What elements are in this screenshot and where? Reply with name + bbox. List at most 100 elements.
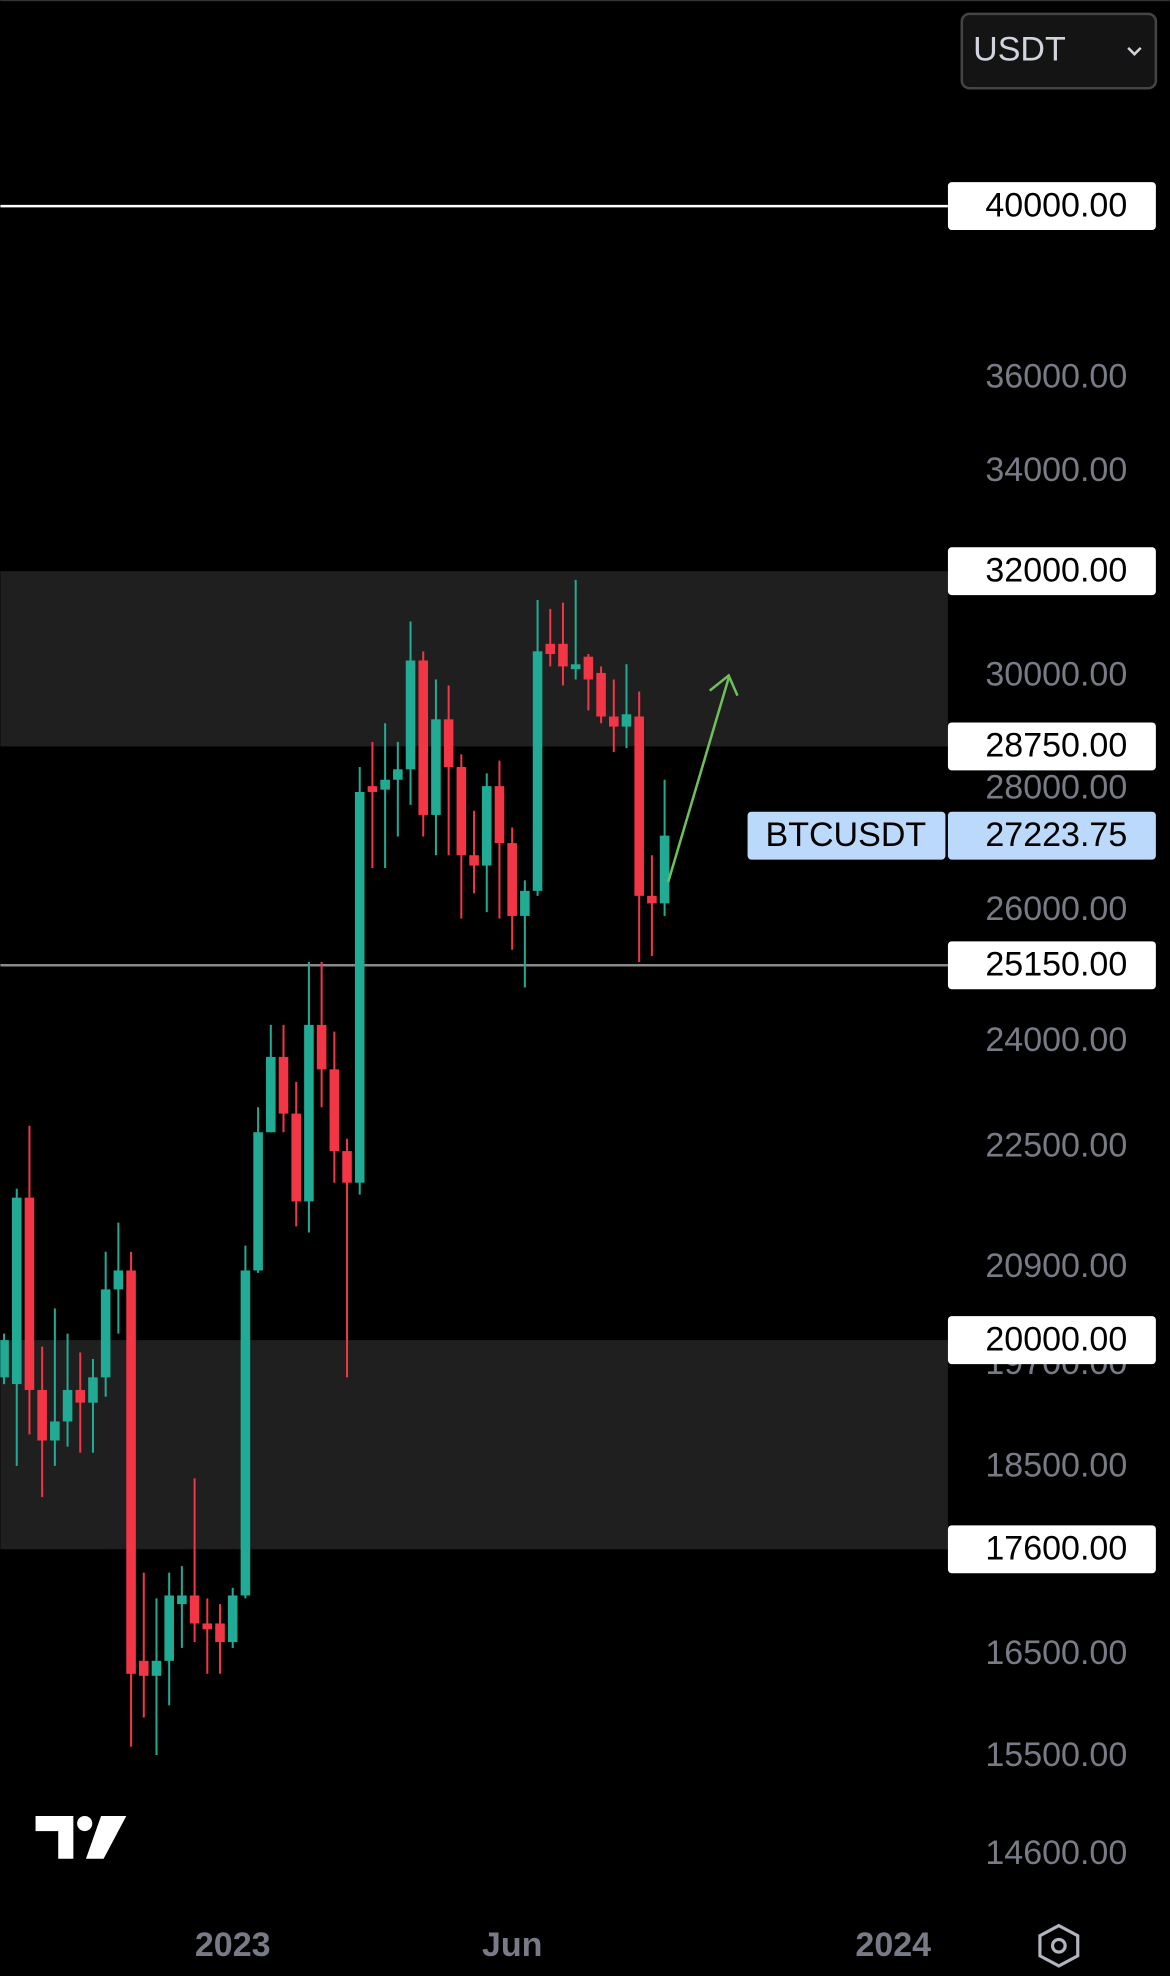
candle-body [100, 1289, 111, 1378]
candle-body [545, 643, 556, 655]
candle-body [520, 890, 530, 916]
candle-body [304, 1024, 314, 1202]
candle-body [443, 719, 454, 768]
candle-body [570, 664, 581, 670]
candle-body [431, 719, 441, 815]
candle-body [608, 716, 619, 727]
candle-body [126, 1270, 136, 1674]
candle-body [240, 1270, 251, 1596]
y-tick-label: 18500.00 [985, 1447, 1127, 1485]
candle-body [507, 843, 517, 916]
price-label: 27223.75 [985, 816, 1127, 854]
level-label-box [947, 722, 1156, 771]
candle-body [50, 1421, 60, 1441]
candle-body [37, 1389, 47, 1441]
candle-body [202, 1623, 213, 1630]
level-label: 17600.00 [985, 1530, 1127, 1568]
price-label-box [947, 811, 1156, 860]
level-labels: 32000.00 28750.00 20000.00 17600.00 40000.00… [747, 182, 1156, 1574]
candle-body [647, 895, 657, 904]
zone [0, 1340, 948, 1550]
candle-body [469, 855, 479, 866]
candle-body [62, 1389, 73, 1422]
candle-body [494, 786, 505, 844]
candle-body [367, 786, 378, 792]
candle-body [659, 835, 670, 904]
candle-body [634, 716, 644, 896]
y-tick-label: 36000.00 [985, 357, 1127, 395]
candle-body [151, 1660, 162, 1676]
level-label-box [947, 1316, 1156, 1365]
candle-body [583, 656, 594, 680]
symbol-label-box [747, 811, 946, 860]
trend-arrow [666, 673, 739, 883]
level-label-box [947, 182, 1156, 231]
candle-body [621, 714, 632, 727]
candle-body [164, 1595, 174, 1661]
candle-body [11, 1197, 22, 1385]
candle-body [253, 1132, 263, 1271]
candle-body [354, 791, 365, 1183]
y-tick-label: 24000.00 [985, 1021, 1127, 1059]
candle-body [266, 1056, 276, 1133]
candle-body [380, 779, 390, 790]
level-label: 28750.00 [985, 727, 1127, 765]
candle-body [177, 1595, 187, 1605]
zones [0, 571, 948, 1550]
level-label: 25150.00 [985, 946, 1127, 984]
candle-body [215, 1623, 225, 1643]
candle-body [558, 643, 568, 667]
candle-body [88, 1377, 98, 1403]
x-tick-label: 2024 [855, 1926, 931, 1964]
candle-body [405, 660, 416, 770]
candle-body [227, 1595, 238, 1643]
candle-body [0, 1340, 9, 1378]
y-tick-label: 20900.00 [985, 1247, 1127, 1285]
symbol-label: BTCUSDT [766, 816, 927, 854]
candle-body [24, 1197, 35, 1390]
y-tick-label: 34000.00 [985, 451, 1127, 489]
y-tick-label: 14600.00 [985, 1834, 1127, 1872]
y-tick-label: 15500.00 [985, 1736, 1127, 1774]
level-label: 40000.00 [985, 186, 1127, 224]
candle-body [596, 672, 606, 717]
level-label-box [947, 941, 1156, 990]
candle-body [113, 1270, 124, 1290]
currency-selector[interactable]: USDT [960, 12, 1158, 90]
level-label: 32000.00 [985, 551, 1127, 589]
candle-body [393, 769, 403, 780]
levels [0, 204, 948, 967]
candle-body [481, 786, 492, 866]
candle-body [456, 767, 467, 856]
candle-body [291, 1113, 302, 1202]
y-tick-label: 22500.00 [985, 1126, 1127, 1164]
candle-body [342, 1151, 352, 1183]
level-label-box [947, 547, 1156, 596]
x-tick-label: 2023 [195, 1926, 271, 1964]
candle-body [329, 1069, 340, 1152]
y-tick-label: 28000.00 [985, 769, 1127, 807]
time-axis: 2023 Jun 2024 [195, 1926, 931, 1964]
candle-body [189, 1595, 200, 1624]
candle-body [278, 1056, 289, 1114]
level-label-box [947, 1525, 1156, 1574]
x-tick-label: Jun [482, 1926, 542, 1964]
candle-body [418, 660, 429, 815]
dropdown-caret[interactable] [1127, 46, 1142, 56]
currency-label[interactable]: USDT [973, 31, 1066, 69]
candle-body [316, 1024, 327, 1070]
y-tick-label: 26000.00 [985, 890, 1127, 928]
y-tick-label: 16500.00 [985, 1634, 1127, 1672]
y-tick-label: 30000.00 [985, 656, 1127, 694]
zone [0, 571, 948, 747]
level-label: 20000.00 [985, 1320, 1127, 1358]
candle-body [138, 1660, 149, 1676]
settings-icon[interactable] [1038, 1923, 1080, 1968]
candle-body [75, 1389, 86, 1403]
candle-body [532, 651, 543, 891]
candles [0, 579, 670, 1756]
currency-button[interactable] [960, 12, 1158, 90]
tradingview-logo [35, 1815, 127, 1859]
